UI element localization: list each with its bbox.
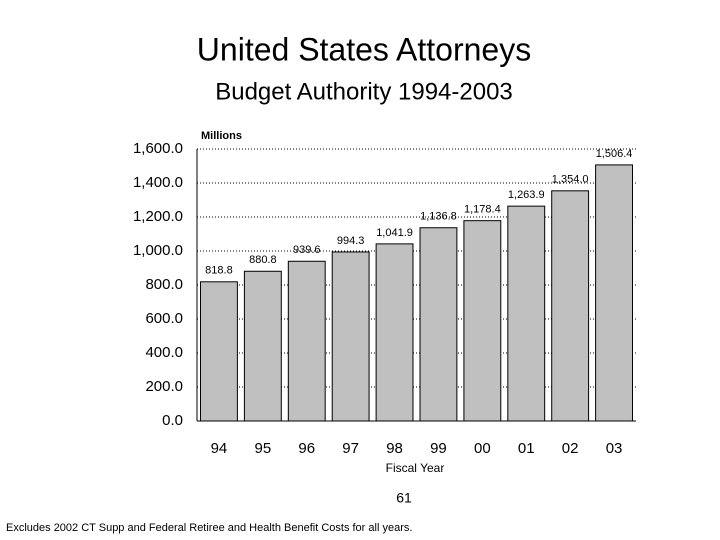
- footnote: Excludes 2002 CT Supp and Federal Retire…: [6, 522, 412, 534]
- bar: [200, 281, 238, 422]
- chart-subtitle: Budget Authority 1994-2003: [215, 78, 513, 105]
- value-label: 880.8: [249, 254, 277, 266]
- bar: [595, 164, 633, 422]
- chart-title: United States Attorneys: [197, 31, 531, 67]
- value-label: 939.6: [293, 244, 321, 256]
- bar: [463, 220, 502, 422]
- x-tick-label: 01: [518, 440, 535, 457]
- y-tick-label: 600.0: [145, 310, 183, 327]
- bar: [331, 251, 370, 422]
- y-tick-label: 0.0: [162, 412, 183, 429]
- x-tick-label: 97: [342, 440, 359, 457]
- bar: [507, 205, 546, 422]
- y-tick-label: 200.0: [145, 378, 183, 395]
- x-tick-label: 99: [430, 440, 447, 457]
- value-label: 1,263.9: [508, 189, 545, 201]
- bar: [243, 270, 282, 422]
- value-label: 1,506.4: [596, 148, 633, 160]
- value-label: 1,354.0: [552, 174, 589, 186]
- x-tick-label: 03: [606, 440, 623, 457]
- x-tick-label: 02: [562, 440, 579, 457]
- x-tick-label: 00: [474, 440, 491, 457]
- value-label: 994.3: [337, 235, 365, 247]
- x-axis-label: Fiscal Year: [386, 461, 445, 475]
- value-label: 1,136.8: [420, 211, 457, 223]
- page-number: 61: [396, 490, 412, 506]
- y-unit-label: Millions: [201, 130, 242, 142]
- y-tick-label: 1,000.0: [133, 242, 183, 259]
- value-label: 1,041.9: [376, 227, 413, 239]
- bar: [375, 243, 414, 422]
- y-tick-label: 1,200.0: [133, 208, 183, 225]
- x-tick-label: 95: [255, 440, 272, 457]
- bar: [287, 260, 326, 422]
- value-label: 818.8: [205, 265, 233, 277]
- x-tick-label: 96: [298, 440, 315, 457]
- x-tick-label: 94: [211, 440, 228, 457]
- x-tick-label: 98: [386, 440, 403, 457]
- y-tick-label: 1,600.0: [133, 140, 183, 157]
- y-tick-label: 400.0: [145, 344, 183, 361]
- bar: [419, 227, 458, 422]
- y-tick-label: 800.0: [145, 276, 183, 293]
- value-label: 1,178.4: [464, 204, 501, 216]
- y-tick-label: 1,400.0: [133, 174, 183, 191]
- bar: [551, 190, 590, 422]
